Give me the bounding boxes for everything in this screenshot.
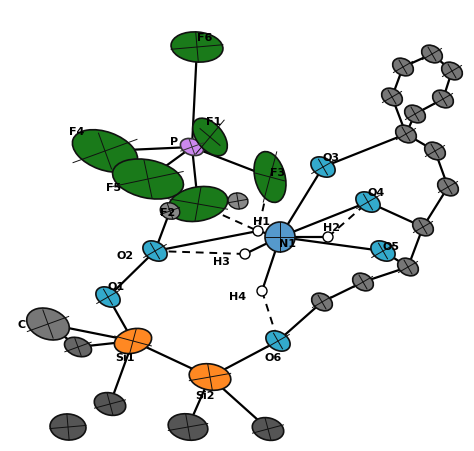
Text: F3: F3 xyxy=(271,168,285,178)
Circle shape xyxy=(323,232,333,243)
Ellipse shape xyxy=(311,157,335,178)
Ellipse shape xyxy=(96,287,120,308)
Ellipse shape xyxy=(64,337,91,357)
Ellipse shape xyxy=(189,364,231,391)
Ellipse shape xyxy=(438,179,458,196)
Ellipse shape xyxy=(265,222,295,253)
Ellipse shape xyxy=(353,274,374,291)
Text: C: C xyxy=(18,319,26,329)
Ellipse shape xyxy=(143,241,167,262)
Ellipse shape xyxy=(425,143,446,161)
Ellipse shape xyxy=(168,187,228,222)
Text: F1: F1 xyxy=(206,117,222,127)
Ellipse shape xyxy=(112,160,183,200)
Text: N1: N1 xyxy=(280,239,297,249)
Ellipse shape xyxy=(171,33,223,63)
Ellipse shape xyxy=(371,241,395,262)
Text: Si1: Si1 xyxy=(115,352,135,362)
Text: O1: O1 xyxy=(108,281,125,291)
Text: O2: O2 xyxy=(117,250,134,260)
Ellipse shape xyxy=(228,193,248,210)
Text: F6: F6 xyxy=(197,33,213,43)
Ellipse shape xyxy=(413,219,433,236)
Circle shape xyxy=(253,226,263,236)
Text: P: P xyxy=(170,137,178,147)
Ellipse shape xyxy=(356,193,380,213)
Ellipse shape xyxy=(312,294,332,311)
Ellipse shape xyxy=(27,308,69,340)
Ellipse shape xyxy=(73,130,137,173)
Ellipse shape xyxy=(405,106,425,124)
Ellipse shape xyxy=(168,414,208,440)
Ellipse shape xyxy=(252,418,284,441)
Ellipse shape xyxy=(254,152,286,203)
Circle shape xyxy=(240,249,250,259)
Ellipse shape xyxy=(398,258,419,276)
Ellipse shape xyxy=(392,59,413,77)
Ellipse shape xyxy=(94,393,126,415)
Text: H3: H3 xyxy=(212,257,229,267)
Ellipse shape xyxy=(422,46,442,64)
Ellipse shape xyxy=(382,89,402,106)
Text: F4: F4 xyxy=(69,127,85,137)
Circle shape xyxy=(257,286,267,296)
Text: Si2: Si2 xyxy=(195,390,215,400)
Ellipse shape xyxy=(442,63,462,81)
Ellipse shape xyxy=(193,119,228,156)
Ellipse shape xyxy=(396,126,416,143)
Text: F5: F5 xyxy=(107,183,121,193)
Text: O6: O6 xyxy=(264,352,282,362)
Ellipse shape xyxy=(114,329,152,354)
Ellipse shape xyxy=(181,139,204,156)
Text: O5: O5 xyxy=(383,241,400,252)
Ellipse shape xyxy=(160,203,180,220)
Text: O3: O3 xyxy=(322,152,339,163)
Ellipse shape xyxy=(50,414,86,440)
Text: H1: H1 xyxy=(254,216,271,226)
Text: H4: H4 xyxy=(229,291,246,301)
Text: H2: H2 xyxy=(323,222,340,232)
Ellipse shape xyxy=(433,91,453,109)
Text: O4: O4 xyxy=(367,188,384,198)
Ellipse shape xyxy=(266,331,290,351)
Text: F2: F2 xyxy=(160,207,176,217)
